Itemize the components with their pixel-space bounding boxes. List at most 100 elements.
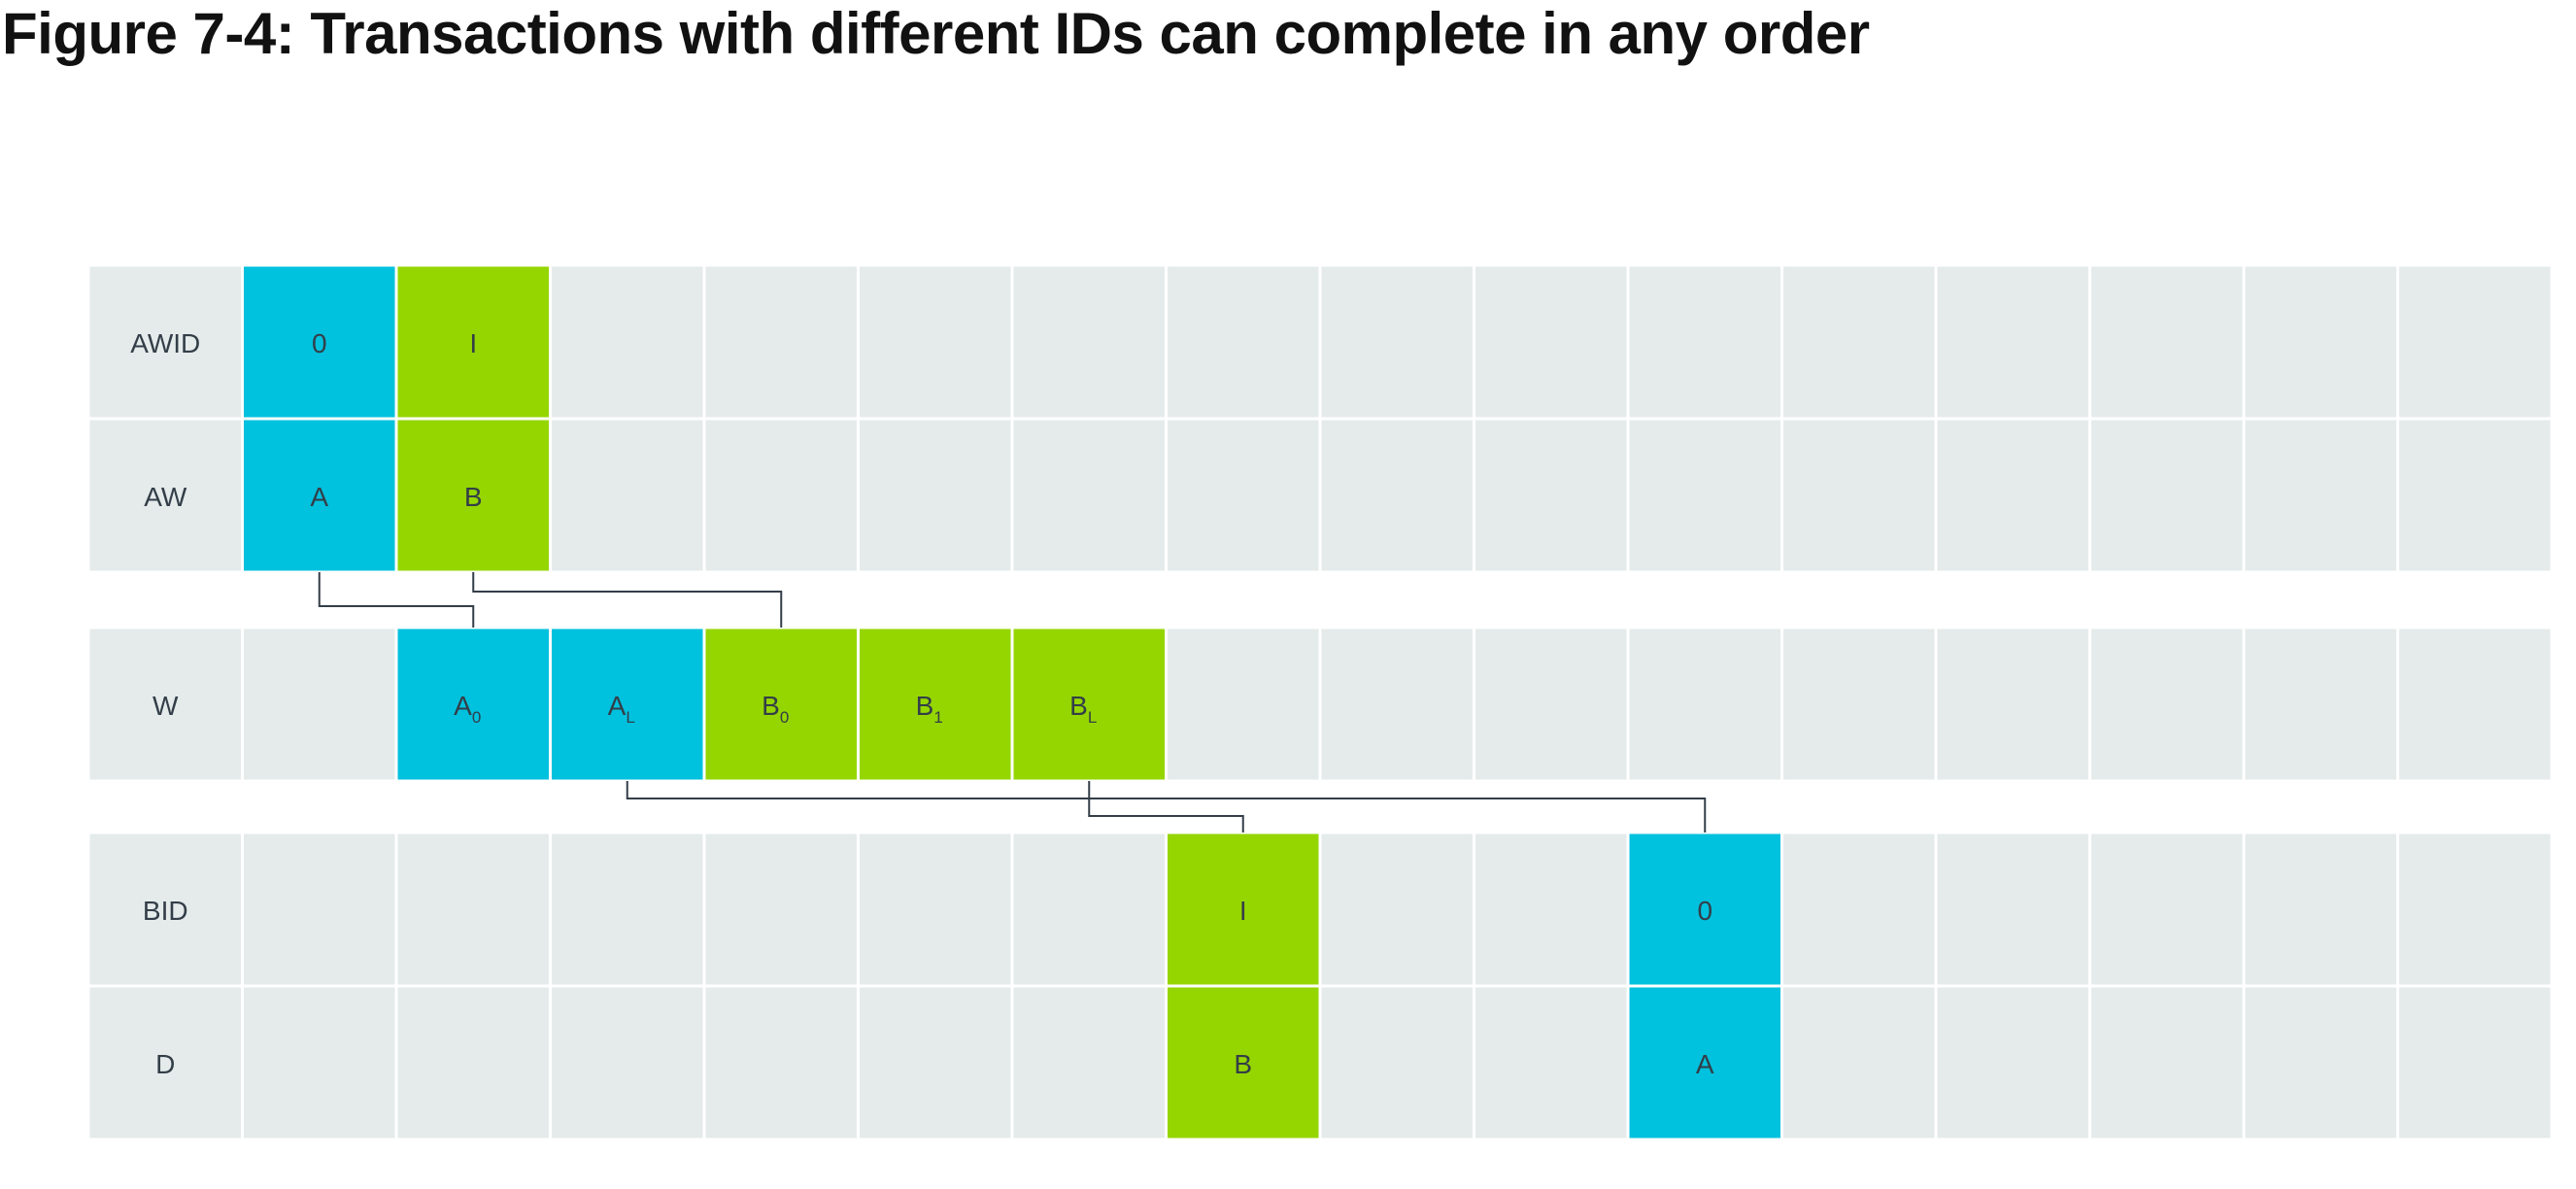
row-label-aw: AW	[144, 482, 187, 512]
row-awid: AWID 0 I	[86, 263, 2554, 421]
connector-aw-b-to-w-b0	[472, 572, 783, 628]
grid-cell	[1473, 831, 1630, 988]
cell-aw-txn-a	[241, 417, 398, 574]
row-label-cell	[86, 984, 244, 1141]
row-label-cell	[86, 263, 244, 421]
row-label-cell	[86, 831, 244, 988]
grid-cell	[2396, 263, 2554, 421]
grid-cell	[1934, 831, 2091, 988]
connectors-layer	[318, 572, 1707, 832]
grid-cell	[1010, 263, 1168, 421]
grid-cell	[1780, 831, 1938, 988]
grid-cell	[1165, 417, 1322, 574]
grid-cell	[394, 831, 552, 988]
grid-cell	[2088, 626, 2246, 783]
grid-cell	[1318, 263, 1475, 421]
row-w: W A0 AL B0 B1 BL	[86, 626, 2554, 783]
cell-d-txn-b	[1165, 984, 1322, 1141]
grid-cell	[1318, 417, 1475, 574]
grid-cell	[549, 263, 706, 421]
grid-cell	[1010, 417, 1168, 574]
grid-cell	[1934, 984, 2091, 1141]
cell-w-txn-b	[702, 626, 860, 783]
grid-cell	[241, 984, 398, 1141]
cell-label-awid: 0	[312, 328, 327, 358]
grid-cell	[1780, 984, 1938, 1141]
grid-cell	[2242, 984, 2399, 1141]
grid-cell	[1473, 263, 1630, 421]
grid-cell	[1934, 263, 2091, 421]
grid-cell	[2088, 263, 2246, 421]
connector-w-al-to-bid-0	[626, 781, 1707, 832]
grid-cell	[1626, 626, 1783, 783]
connector-w-bl-to-bid-i	[1088, 781, 1244, 832]
grid-cell	[857, 417, 1014, 574]
grid-cell	[1318, 984, 1475, 1141]
grid-cell	[549, 417, 706, 574]
cell-label-d: B	[1234, 1049, 1252, 1079]
cell-w-txn-a	[394, 626, 552, 783]
cell-label-aw: A	[310, 482, 328, 512]
grid-cell	[1473, 984, 1630, 1141]
grid-cell	[241, 626, 398, 783]
cell-bid-txn-b	[1165, 831, 1322, 988]
row-label-awid: AWID	[130, 328, 200, 358]
row-label-cell	[86, 626, 244, 783]
grid-cell	[2242, 417, 2399, 574]
row-aw: AW A B	[86, 417, 2554, 574]
grid-cell	[1165, 263, 1322, 421]
grid-cell	[702, 984, 860, 1141]
grid-cell	[857, 831, 1014, 988]
grid-cell	[2396, 831, 2554, 988]
grid-cell	[2242, 263, 2399, 421]
cell-bid-txn-a	[1626, 831, 1783, 988]
grid-cell	[857, 263, 1014, 421]
grid-cell	[549, 831, 706, 988]
grid-cell	[1165, 626, 1322, 783]
grid-cell	[1626, 417, 1783, 574]
grid-cell	[702, 831, 860, 988]
cell-w-txn-a	[549, 626, 706, 783]
row-label-cell	[86, 417, 244, 574]
grid-cell	[394, 984, 552, 1141]
cell-label-aw: B	[464, 482, 483, 512]
grid-cell	[1626, 263, 1783, 421]
grid-cell	[1780, 263, 1938, 421]
figure-title: Figure 7-4: Transactions with different …	[2, 1, 1870, 66]
cell-label-bid: 0	[1697, 896, 1712, 926]
grid-cell	[702, 417, 860, 574]
cell-d-txn-a	[1626, 984, 1783, 1141]
cell-label-bid: I	[1239, 896, 1247, 926]
grid-cell	[2396, 626, 2554, 783]
grid-cell	[1010, 984, 1168, 1141]
grid-cell	[1934, 626, 2091, 783]
row-label-w: W	[153, 691, 179, 721]
grid-cell	[702, 263, 860, 421]
cell-w-txn-b	[1010, 626, 1168, 783]
grid-cell	[1473, 626, 1630, 783]
cell-label-d: A	[1696, 1049, 1714, 1079]
grid-cell	[2242, 626, 2399, 783]
grid-cell	[1780, 626, 1938, 783]
grid-cell	[2088, 417, 2246, 574]
grid-cell	[549, 984, 706, 1141]
grid-cell	[2088, 984, 2246, 1141]
connector-aw-a-to-w-a0	[318, 572, 475, 628]
row-bid: BID I 0	[86, 831, 2554, 988]
grid-cell	[2396, 417, 2554, 574]
row-label-bid: BID	[143, 896, 188, 926]
cell-w-txn-b	[857, 626, 1014, 783]
grid-cell	[241, 831, 398, 988]
cell-aw-txn-b	[394, 417, 552, 574]
grid-cell	[1934, 417, 2091, 574]
grid-cell	[2396, 984, 2554, 1141]
grid-cell	[1780, 417, 1938, 574]
grid-cell	[2088, 831, 2246, 988]
grid-cell	[1318, 626, 1475, 783]
cell-label-awid: I	[469, 328, 477, 358]
grid-cell	[1010, 831, 1168, 988]
grid-cell	[1473, 417, 1630, 574]
row-label-d: D	[155, 1049, 175, 1079]
